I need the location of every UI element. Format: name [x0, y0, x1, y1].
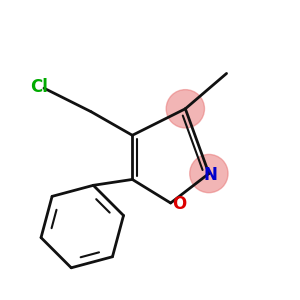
- Text: N: N: [203, 166, 217, 184]
- Text: O: O: [172, 196, 187, 214]
- Circle shape: [166, 90, 205, 128]
- Circle shape: [190, 154, 228, 193]
- Text: Cl: Cl: [31, 78, 48, 96]
